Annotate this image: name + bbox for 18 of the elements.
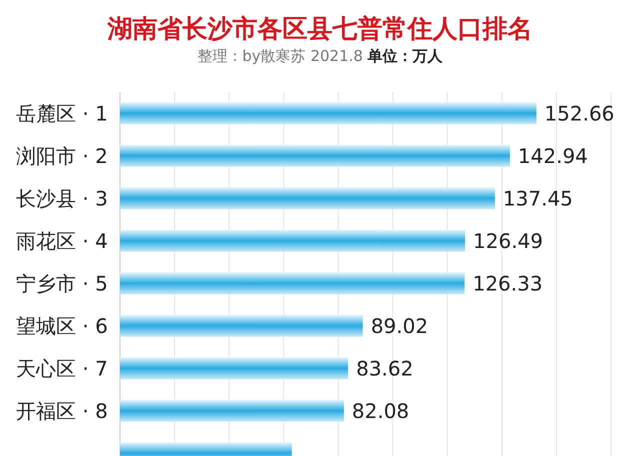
data-label: 126.33 — [472, 271, 543, 296]
title: 湖南省长沙市各区县七普常住人口排名 — [108, 14, 532, 43]
data-label: 142.94 — [518, 144, 588, 168]
data-label: 83.62 — [356, 356, 414, 380]
y-tick-label: 岳麓区 · 1 — [16, 101, 108, 126]
y-tick-label: 雨花区 · 4 — [16, 228, 108, 253]
y-tick-label: 天心区 · 7 — [16, 356, 108, 380]
y-tick-label: 浏阳市 · 2 — [16, 144, 108, 168]
y-tick-label: 长沙县 · 3 — [16, 186, 108, 210]
data-label: 126.49 — [473, 228, 544, 253]
y-tick-label: 宁乡市 · 5 — [16, 271, 108, 296]
data-label: 82.08 — [352, 398, 410, 423]
y-tick-label: 开福区 · 8 — [16, 398, 108, 423]
subtitle: 整理：by散寒苏 2021.8 单位：万人 — [197, 47, 443, 65]
data-label: 89.02 — [370, 314, 428, 338]
data-label: 152.66 — [544, 101, 614, 126]
y-tick-label: 望城区 · 6 — [16, 314, 108, 338]
data-label: 137.45 — [502, 186, 573, 210]
